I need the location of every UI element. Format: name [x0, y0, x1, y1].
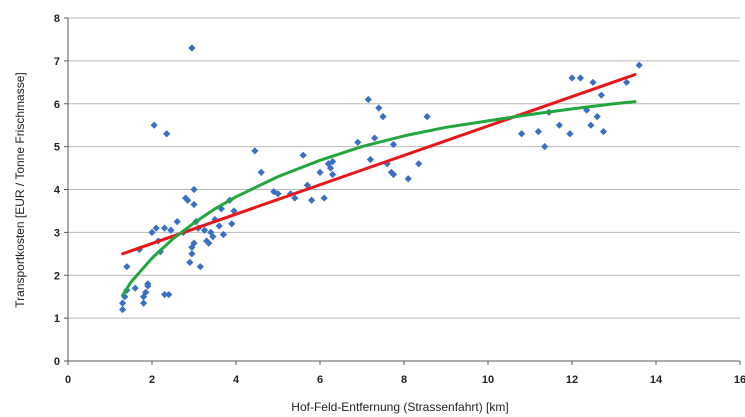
data-point	[566, 130, 574, 138]
data-point	[599, 128, 608, 136]
data-point	[270, 188, 278, 196]
data-point	[165, 290, 173, 299]
y-tick-label: 2	[54, 270, 60, 282]
data-point	[219, 230, 227, 239]
x-tick-label: 10	[482, 374, 494, 386]
data-point	[320, 194, 328, 202]
data-point	[215, 222, 223, 230]
data-point	[389, 170, 398, 179]
data-point	[635, 61, 643, 69]
x-tick-label: 12	[566, 374, 578, 386]
data-point	[329, 158, 337, 166]
data-point	[587, 121, 595, 129]
data-point	[387, 168, 395, 176]
data-point	[316, 168, 324, 176]
data-point	[200, 226, 209, 234]
data-point	[119, 299, 127, 307]
data-point	[188, 250, 196, 258]
data-point	[303, 181, 311, 189]
y-tick-label: 4	[54, 185, 61, 197]
data-point	[576, 74, 584, 82]
data-point	[366, 155, 374, 164]
data-point	[364, 95, 372, 104]
data-point	[119, 305, 127, 314]
data-point	[324, 160, 332, 168]
data-point	[173, 218, 181, 226]
data-point	[209, 233, 217, 241]
data-point	[142, 288, 150, 296]
data-point	[144, 280, 152, 288]
x-axis-title: Hof-Feld-Entfernung (Strassenfahrt) [km]	[291, 400, 508, 414]
data-point	[589, 78, 597, 86]
data-point	[190, 239, 198, 247]
data-point	[257, 168, 265, 176]
y-tick-labels: 0 1 2 3 4 5 6 7 8	[54, 13, 61, 368]
curve-trendline	[121, 100, 637, 297]
data-point	[371, 134, 379, 142]
data-point	[568, 74, 576, 82]
data-point	[593, 113, 601, 121]
trend-lines	[121, 73, 637, 297]
data-point	[518, 130, 526, 138]
x-tick-label: 2	[149, 374, 155, 386]
data-point	[152, 224, 160, 232]
data-point	[123, 263, 131, 271]
x-tick-labels: 0 2 4 6 8 10 12 14 16	[65, 374, 745, 386]
x-tick-label: 14	[650, 374, 663, 386]
data-point	[190, 185, 198, 194]
data-point	[196, 263, 204, 271]
x-tick-label: 16	[734, 374, 745, 386]
data-point	[555, 121, 563, 129]
data-point	[415, 160, 423, 168]
y-tick-label: 1	[54, 313, 60, 325]
data-point	[186, 258, 194, 266]
y-tick-label: 3	[54, 227, 60, 239]
data-point	[205, 239, 213, 247]
data-point	[354, 138, 362, 146]
data-point	[184, 196, 192, 204]
data-point	[541, 143, 549, 151]
data-point	[190, 200, 198, 209]
axes	[64, 17, 741, 365]
data-point	[329, 170, 337, 179]
x-tick-label: 0	[65, 374, 71, 386]
scatter-points	[119, 44, 643, 314]
data-point	[375, 104, 383, 112]
data-point	[148, 228, 156, 236]
x-tick-label: 4	[233, 374, 240, 386]
data-point	[326, 164, 335, 172]
linear-trendline	[121, 73, 637, 256]
data-point	[163, 130, 171, 138]
y-axis-title: Transportkosten [EUR / Tonne Frischmasse…	[13, 72, 27, 307]
data-point	[597, 91, 605, 99]
data-point	[188, 44, 196, 52]
data-point	[140, 299, 148, 307]
x-tick-label: 8	[401, 374, 407, 386]
y-tick-label: 6	[54, 99, 60, 111]
data-point	[389, 140, 398, 149]
data-point	[167, 226, 175, 234]
data-point	[161, 290, 169, 299]
data-point	[534, 128, 542, 136]
data-point	[291, 194, 299, 202]
y-tick-label: 0	[54, 356, 60, 368]
data-point	[404, 175, 412, 183]
data-point	[150, 121, 158, 129]
data-point	[131, 284, 139, 292]
x-tick-label: 6	[317, 374, 323, 386]
data-point	[379, 113, 387, 121]
y-tick-label: 7	[54, 56, 60, 68]
data-point	[161, 224, 169, 232]
data-point	[274, 190, 282, 198]
y-tick-label: 5	[54, 142, 60, 154]
data-point	[423, 113, 431, 121]
data-point	[251, 147, 259, 155]
data-point	[308, 196, 316, 204]
data-point	[299, 151, 307, 159]
data-point	[228, 220, 236, 228]
y-tick-label: 8	[54, 13, 60, 25]
data-point	[623, 78, 631, 86]
